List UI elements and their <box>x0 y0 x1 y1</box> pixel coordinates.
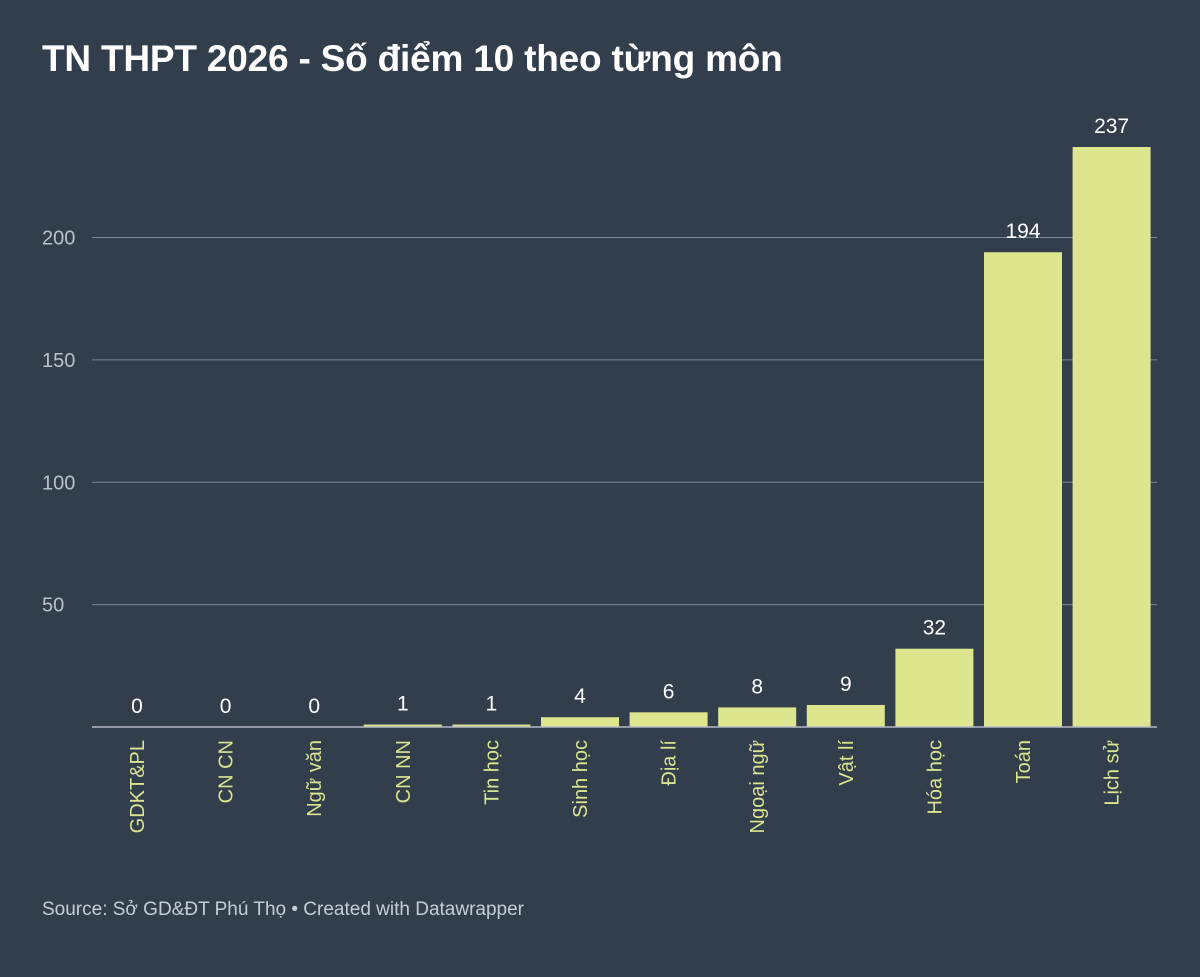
value-label: 1 <box>486 693 498 716</box>
y-tick-label: 50 <box>42 595 64 617</box>
bar <box>718 707 797 727</box>
bar <box>452 724 531 727</box>
category-label: Tin học <box>481 740 503 805</box>
category-label: Toán <box>1013 740 1035 783</box>
category-label: Lịch sử <box>1102 740 1124 806</box>
category-label: Sinh học <box>570 740 592 818</box>
source-note: Source: Sở GD&ĐT Phú Thọ • Created with … <box>42 899 525 920</box>
bar <box>541 717 619 727</box>
category-label: CN CN <box>216 740 238 803</box>
value-label: 0 <box>131 695 143 718</box>
bar <box>984 252 1062 728</box>
category-label: CN NN <box>393 740 415 803</box>
gridlines: 50 100 150 200 <box>42 228 1157 617</box>
category-label: Vật lí <box>836 740 858 786</box>
value-label: 8 <box>751 675 763 698</box>
y-tick-label: 200 <box>42 228 75 250</box>
bar <box>895 648 974 727</box>
value-label: 9 <box>840 673 852 696</box>
value-label: 1 <box>397 693 409 716</box>
bar <box>806 704 885 727</box>
category-label: Hóa học <box>924 740 946 815</box>
value-label: 6 <box>663 680 675 703</box>
value-label: 237 <box>1094 115 1129 138</box>
category-label: Ngữ văn <box>304 740 326 817</box>
value-labels: 0 0 0 1 1 4 6 8 9 32 194 237 <box>131 115 1129 718</box>
category-label: Địa lí <box>659 740 681 786</box>
value-label: 32 <box>923 617 946 640</box>
y-tick-label: 100 <box>42 472 75 494</box>
value-label: 4 <box>574 685 586 708</box>
bars <box>363 147 1151 728</box>
bar <box>629 712 708 727</box>
value-label: 0 <box>220 695 232 718</box>
value-label: 0 <box>308 695 320 718</box>
bar <box>1072 147 1151 727</box>
value-label: 194 <box>1005 220 1040 243</box>
chart-title: TN THPT 2026 - Số điểm 10 theo từng môn <box>42 38 783 79</box>
category-labels: GDKT&PL CN CN Ngữ văn CN NN Tin học Sinh học Đ… <box>127 740 1124 834</box>
y-tick-label: 150 <box>42 350 75 372</box>
category-label: GDKT&PL <box>127 740 149 833</box>
category-label: Ngoại ngữ <box>747 740 769 833</box>
bar <box>363 724 442 727</box>
